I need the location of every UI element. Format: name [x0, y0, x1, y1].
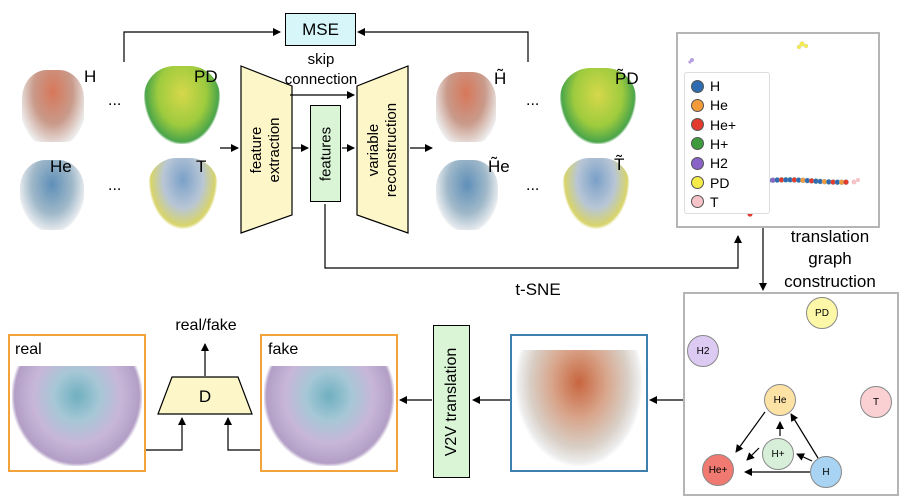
- legend-entry: T: [691, 194, 719, 210]
- legend-label: T: [710, 193, 719, 210]
- variable-reconstruction-label: variable reconstruction: [365, 102, 400, 198]
- connection-label: connection: [284, 71, 358, 88]
- legend-swatch: [691, 156, 704, 170]
- tsne-point-cluster-yellow: [796, 41, 809, 50]
- volume-h-input: [22, 70, 84, 142]
- real-fake-label: real/fake: [175, 317, 237, 334]
- legend-label: H+: [710, 135, 729, 152]
- discriminator-label: D: [198, 387, 212, 406]
- graph-node-label: PD: [815, 307, 829, 319]
- graph-node: He+: [702, 454, 734, 486]
- graph-node-label: He+: [708, 464, 728, 476]
- graph-node: H+: [762, 438, 794, 470]
- legend-swatch: [691, 79, 704, 93]
- legend-swatch: [691, 176, 704, 189]
- volume-pd-output: [560, 68, 636, 144]
- graph-node-label: H: [822, 466, 830, 478]
- graph-label-translation: translation: [790, 227, 870, 246]
- legend-swatch: [691, 118, 704, 132]
- graph-node: T: [860, 386, 892, 418]
- mse-box: MSE: [285, 13, 356, 46]
- graph-label-construction: construction: [784, 272, 876, 291]
- source-volume: [516, 350, 642, 466]
- features-box: features: [310, 105, 341, 202]
- volume-t-output: [562, 158, 630, 230]
- tsne-legend: H He He+ H+ H2 PD T: [684, 72, 770, 214]
- legend-entry: H+: [691, 136, 728, 152]
- legend-swatch: [691, 137, 704, 151]
- discriminator-trapezoid: [157, 376, 253, 415]
- graph-label-graph: graph: [808, 249, 852, 268]
- fake-to-d-connector: [224, 417, 260, 451]
- v2v-translation-box: V2V translation: [433, 325, 470, 478]
- tsne-point-chain: [757, 177, 849, 185]
- legend-entry: H2: [691, 155, 728, 171]
- legend-label: He+: [710, 116, 737, 133]
- graph-edges: [735, 411, 819, 476]
- input-label-he: He: [50, 157, 72, 176]
- source-frame: [510, 334, 648, 472]
- graph-node-label: H2: [696, 345, 710, 357]
- graph-node: PD: [806, 297, 838, 329]
- tsne-point: [843, 179, 849, 185]
- fake-frame: fake: [260, 334, 398, 472]
- tsne-plot-panel: H He He+ H+ H2 PD T: [676, 32, 880, 228]
- translation-graph-panel: [683, 292, 899, 496]
- tsne-point-cluster-purple: [688, 58, 694, 64]
- mse-left-connector: [123, 28, 281, 62]
- tsne-label: t-SNE: [515, 280, 561, 299]
- real-to-d-connector: [146, 417, 186, 451]
- feature-extraction-label: feature extraction: [248, 117, 283, 183]
- input-label-t: T: [196, 157, 207, 176]
- volume-t-input: [148, 158, 218, 230]
- features-label: features: [317, 126, 334, 181]
- graph-node-label: He: [773, 394, 787, 406]
- input-label-pd: PD: [194, 67, 218, 86]
- output-ellipsis-bottom: ...: [526, 177, 540, 194]
- legend-label: H: [710, 78, 721, 94]
- variable-reconstruction-trapezoid: [356, 65, 409, 234]
- volume-pd-input: [144, 66, 220, 144]
- fake-volume: [264, 366, 394, 466]
- legend-entry: He: [691, 97, 728, 113]
- input-label-h: H: [84, 67, 97, 86]
- input-ellipsis-bottom: ...: [108, 177, 122, 194]
- real-volume: [12, 366, 142, 466]
- graph-node: H2: [687, 335, 719, 367]
- tsne-point-cluster-pink: [851, 178, 860, 185]
- legend-label: PD: [710, 174, 730, 191]
- output-label-he: H̃e: [488, 157, 510, 176]
- volume-h-output: [436, 72, 496, 142]
- legend-label: H2: [710, 155, 728, 172]
- output-label-h: H̃: [494, 69, 507, 88]
- tsne-connector: [324, 204, 742, 269]
- output-label-pd: P̃D: [615, 69, 639, 88]
- legend-entry: He+: [691, 117, 736, 133]
- mse-label: MSE: [302, 19, 339, 39]
- legend-label: He: [710, 97, 728, 114]
- legend-swatch: [691, 98, 704, 112]
- volume-he-input: [20, 160, 84, 230]
- real-label: real: [15, 341, 42, 358]
- mse-right-connector: [357, 28, 529, 62]
- output-label-t: T̃: [614, 155, 625, 174]
- output-ellipsis-top: ...: [526, 92, 540, 109]
- fake-label: fake: [268, 341, 299, 358]
- graph-node-label: H+: [771, 448, 785, 460]
- input-ellipsis-top: ...: [108, 92, 122, 109]
- legend-entry: PD: [691, 175, 729, 191]
- graph-node: He: [764, 384, 796, 416]
- skip-label: skip: [307, 51, 335, 68]
- legend-swatch: [691, 195, 704, 209]
- legend-entry: H: [691, 78, 720, 94]
- feature-extraction-trapezoid: [240, 65, 293, 234]
- graph-node-label: T: [872, 396, 880, 408]
- real-frame: real: [8, 334, 146, 472]
- v2v-translation-label: V2V translation: [442, 347, 460, 456]
- graph-node: H: [810, 456, 842, 488]
- volume-he-output: [436, 160, 498, 230]
